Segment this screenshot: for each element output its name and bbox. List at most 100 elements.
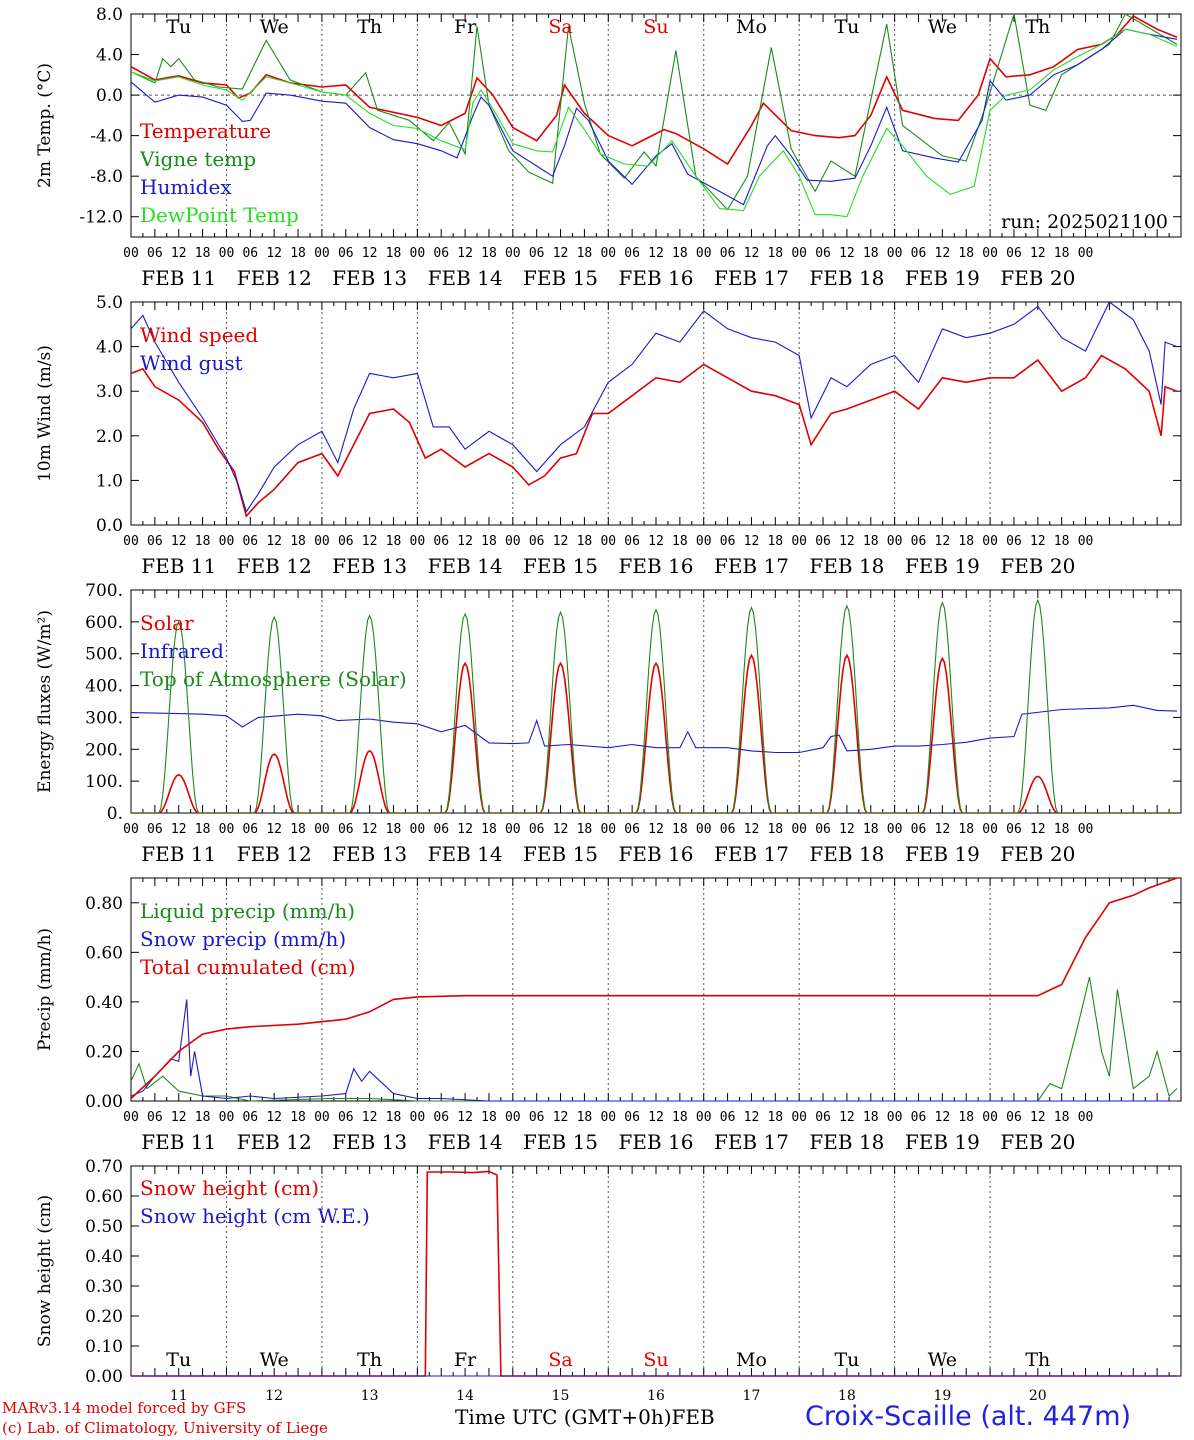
- hour-tick-label: 12: [457, 1110, 473, 1125]
- hour-tick-label: 18: [672, 1110, 688, 1125]
- hour-tick-label: 12: [171, 246, 187, 261]
- hour-tick-label: 12: [839, 1110, 855, 1125]
- y-tick-label: 0.20: [85, 1042, 123, 1062]
- panel-4: [130, 877, 1182, 1102]
- hour-tick-label: 12: [266, 1110, 282, 1125]
- day-number-label: 16: [647, 1388, 665, 1404]
- hour-tick-label: 12: [744, 534, 760, 549]
- hour-tick-label: 06: [815, 246, 831, 261]
- y-tick-label: -12.0: [79, 208, 123, 228]
- hour-tick-label: 06: [242, 822, 258, 837]
- series-line-vigne-temp: [130, 13, 1178, 211]
- hour-tick-label: 00: [887, 246, 903, 261]
- weekday-label: Th: [357, 16, 382, 38]
- hour-tick-label: 18: [290, 534, 306, 549]
- hour-tick-label: 18: [386, 822, 402, 837]
- legend-label: Humidex: [140, 175, 232, 199]
- hour-tick-label: 00: [123, 1110, 139, 1125]
- date-label: FEB 20: [1000, 266, 1075, 290]
- y-tick-label: -8.0: [90, 167, 123, 187]
- hour-tick-label: 06: [815, 822, 831, 837]
- weekday-label: Tu: [166, 1349, 191, 1371]
- hour-tick-label: 12: [457, 534, 473, 549]
- hour-tick-label: 12: [744, 1110, 760, 1125]
- legend-label: Snow precip (mm/h): [140, 927, 346, 951]
- legend-label: Liquid precip (mm/h): [140, 899, 355, 923]
- date-label: FEB 16: [619, 266, 694, 290]
- hour-tick-label: 00: [696, 534, 712, 549]
- hour-tick-label: 12: [648, 246, 664, 261]
- hour-tick-label: 18: [767, 822, 783, 837]
- hour-tick-label: 00: [1078, 822, 1094, 837]
- y-tick-label: 0.60: [85, 943, 123, 963]
- hour-tick-label: 18: [767, 534, 783, 549]
- hour-tick-label: 18: [195, 1110, 211, 1125]
- hour-tick-label: 06: [338, 822, 354, 837]
- hour-tick-label: 06: [720, 822, 736, 837]
- hour-tick-label: 00: [219, 246, 235, 261]
- hour-tick-label: 06: [624, 1110, 640, 1125]
- legend-label: Vigne temp: [139, 147, 256, 171]
- y-tick-label: 4.0: [96, 46, 123, 66]
- hour-tick-label: 06: [147, 534, 163, 549]
- hour-tick-label: 00: [1078, 246, 1094, 261]
- y-tick-label: 500.: [85, 645, 123, 665]
- model-credit: MARv3.14 model forced by GFS: [2, 1399, 247, 1417]
- hour-tick-label: 00: [410, 534, 426, 549]
- date-label: FEB 13: [332, 1130, 407, 1154]
- station-title: Croix-Scaille (alt. 447m): [805, 1401, 1132, 1432]
- hour-tick-label: 00: [696, 246, 712, 261]
- run-annotation: run: 2025021100: [1001, 211, 1168, 233]
- series-line-wind-speed: [130, 354, 1178, 518]
- hour-tick-label: 12: [457, 246, 473, 261]
- hour-tick-label: 06: [338, 246, 354, 261]
- hour-tick-label: 12: [1030, 246, 1046, 261]
- hour-tick-label: 00: [219, 1110, 235, 1125]
- y-axis-label: 10m Wind (m/s): [35, 345, 55, 482]
- hour-tick-label: 00: [410, 822, 426, 837]
- day-number-label: 11: [170, 1388, 188, 1404]
- weekday-label: Mo: [736, 16, 767, 38]
- series-line-snow-height-cm-: [131, 1170, 1177, 1377]
- hour-tick-label: 18: [672, 822, 688, 837]
- hour-tick-label: 18: [863, 534, 879, 549]
- hour-tick-label: 06: [147, 246, 163, 261]
- date-label: FEB 19: [905, 554, 980, 578]
- hour-tick-label: 12: [266, 822, 282, 837]
- date-label: FEB 15: [523, 1130, 598, 1154]
- y-tick-label: 0.80: [85, 894, 123, 914]
- hour-tick-label: 06: [911, 1110, 927, 1125]
- hour-tick-label: 12: [171, 1110, 187, 1125]
- hour-tick-label: 12: [266, 534, 282, 549]
- y-tick-label: 0.20: [85, 1307, 123, 1327]
- date-label: FEB 11: [141, 266, 216, 290]
- hour-tick-label: 00: [505, 534, 521, 549]
- date-label: FEB 19: [905, 266, 980, 290]
- hour-tick-label: 18: [481, 822, 497, 837]
- hour-tick-label: 18: [958, 246, 974, 261]
- y-tick-label: 0.0: [96, 516, 123, 536]
- hour-tick-label: 12: [1030, 534, 1046, 549]
- date-label: FEB 13: [332, 266, 407, 290]
- hour-tick-label: 12: [553, 534, 569, 549]
- hour-tick-label: 00: [982, 822, 998, 837]
- hour-tick-label: 12: [935, 822, 951, 837]
- hour-tick-label: 06: [624, 534, 640, 549]
- hour-tick-label: 00: [314, 534, 330, 549]
- hour-tick-label: 00: [505, 1110, 521, 1125]
- hour-tick-label: 06: [911, 534, 927, 549]
- hour-tick-label: 18: [290, 822, 306, 837]
- hour-tick-label: 00: [123, 822, 139, 837]
- hour-tick-label: 18: [481, 1110, 497, 1125]
- hour-tick-label: 06: [433, 534, 449, 549]
- hour-tick-label: 18: [1054, 1110, 1070, 1125]
- y-tick-label: 0.00: [85, 1092, 123, 1112]
- hour-tick-label: 12: [839, 246, 855, 261]
- day-number-label: 18: [838, 1388, 856, 1404]
- hour-tick-label: 00: [219, 534, 235, 549]
- hour-tick-label: 12: [935, 1110, 951, 1125]
- series-line-temperature: [130, 14, 1178, 166]
- time-label: Time UTC (GMT+0h): [455, 1405, 672, 1429]
- hour-tick-label: 18: [1054, 534, 1070, 549]
- date-label: FEB 16: [619, 554, 694, 578]
